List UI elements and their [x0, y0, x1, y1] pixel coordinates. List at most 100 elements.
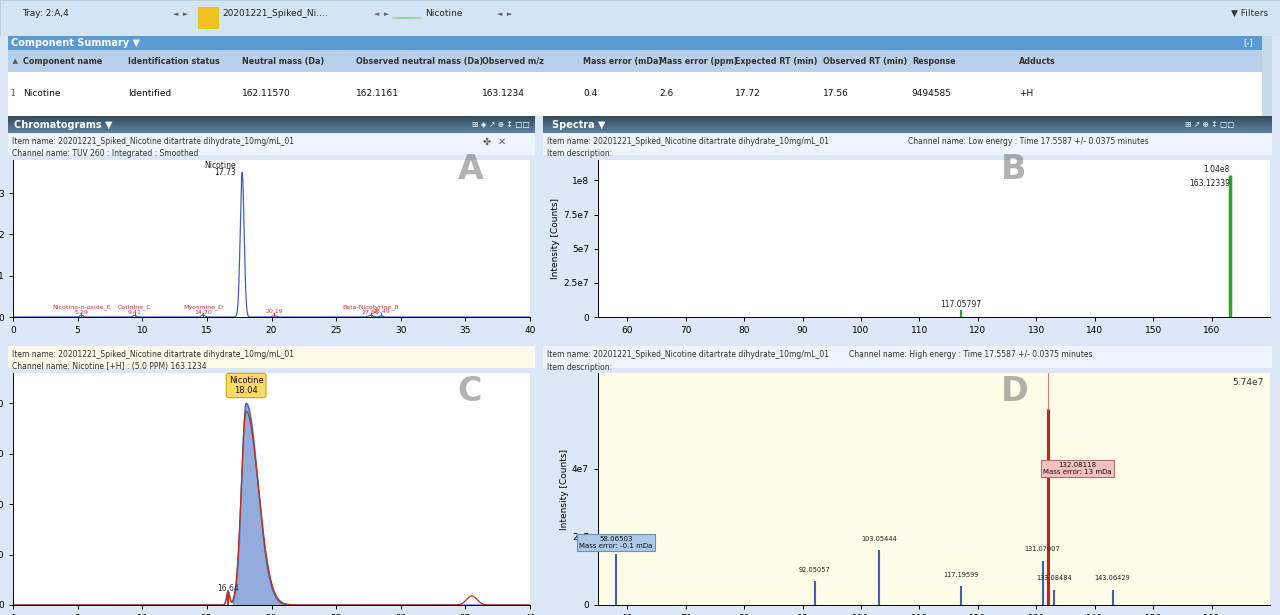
Text: Component Summary ▼: Component Summary ▼ [10, 38, 140, 48]
Text: Nicotine
18.04: Nicotine 18.04 [229, 376, 264, 395]
Bar [8, 131, 535, 133]
Text: Beta-Nicotyrine_B: Beta-Nicotyrine_B [342, 304, 399, 311]
Text: 131.07007: 131.07007 [1024, 546, 1060, 552]
Bar [8, 50, 1272, 51]
Text: Item name: 20201221_Spiked_Nicotine ditartrate dihydrate_10mg/mL_01: Item name: 20201221_Spiked_Nicotine dita… [548, 137, 829, 146]
Bar [543, 123, 1272, 124]
Bar [8, 52, 1272, 53]
Text: ◄  ►: ◄ ► [173, 10, 188, 17]
Bar [8, 49, 1272, 50]
Text: Nicotine-n-oxide_E: Nicotine-n-oxide_E [52, 304, 110, 311]
Text: 9.41: 9.41 [128, 311, 142, 315]
Text: Item description:: Item description: [548, 149, 613, 159]
Text: 20.19: 20.19 [265, 309, 283, 314]
Text: Tray: 2:A,4: Tray: 2:A,4 [22, 9, 69, 18]
Text: 117.19599: 117.19599 [943, 572, 979, 577]
Text: Expected RT (min): Expected RT (min) [735, 57, 818, 66]
Text: ◄  ►: ◄ ► [374, 10, 389, 17]
Bar [8, 43, 1272, 44]
Text: 132.08118
Mass error: 13 mDa: 132.08118 Mass error: 13 mDa [1043, 462, 1111, 475]
Bar [543, 128, 1272, 130]
Bar [543, 124, 1272, 126]
Text: B: B [1001, 153, 1027, 186]
Text: Neutral mass (Da): Neutral mass (Da) [242, 57, 324, 66]
Text: +H: +H [1019, 89, 1033, 98]
Text: 0.4: 0.4 [584, 89, 598, 98]
Bar [8, 48, 1272, 49]
Text: 5.29: 5.29 [74, 311, 88, 315]
Bar [8, 40, 1272, 41]
Bar [8, 47, 1272, 48]
Text: 9494585: 9494585 [911, 89, 952, 98]
Text: Mass error (mDa): Mass error (mDa) [584, 57, 662, 66]
Bar [8, 50, 1272, 52]
Text: Channel name: High energy : Time 17.5587 +/- 0.0375 minutes: Channel name: High energy : Time 17.5587… [849, 350, 1093, 359]
Text: Item name: 20201221_Spiked_Nicotine ditartrate dihydrate_10mg/mL_01: Item name: 20201221_Spiked_Nicotine dita… [13, 350, 294, 359]
Text: 17.73: 17.73 [214, 169, 236, 177]
Text: Spectra ▼: Spectra ▼ [552, 119, 605, 130]
Bar [8, 44, 1272, 45]
Text: Chromatograms ▼: Chromatograms ▼ [14, 119, 113, 130]
Text: Mass error (ppm): Mass error (ppm) [659, 57, 737, 66]
Bar [543, 119, 1272, 121]
Text: C: C [458, 375, 483, 408]
Text: Observed m/z: Observed m/z [483, 57, 544, 66]
Bar [198, 7, 219, 29]
Text: 143.06429: 143.06429 [1094, 575, 1130, 581]
Bar [8, 117, 535, 119]
Text: Observed RT (min): Observed RT (min) [823, 57, 908, 66]
Text: Channel name: TUV 260 : Integrated : Smoothed: Channel name: TUV 260 : Integrated : Smo… [13, 149, 198, 159]
Text: 16.64: 16.64 [218, 584, 239, 593]
Text: Nicotine: Nicotine [204, 161, 236, 170]
Bar [8, 45, 1272, 46]
Bar [8, 41, 1272, 42]
Text: 58.06503
Mass error: -0.1 mDa: 58.06503 Mass error: -0.1 mDa [580, 536, 653, 549]
Bar [8, 121, 535, 123]
Bar [8, 130, 535, 131]
Text: ▼ Filters: ▼ Filters [1231, 9, 1268, 18]
Text: ▲: ▲ [8, 58, 18, 64]
Bar [8, 123, 535, 124]
Text: Cotinine_C: Cotinine_C [118, 304, 151, 311]
Bar [543, 117, 1272, 119]
Text: Item name: 20201221_Spiked_Nicotine ditartrate dihydrate_10mg/mL_01: Item name: 20201221_Spiked_Nicotine dita… [548, 350, 829, 359]
Text: Identification status: Identification status [128, 57, 220, 66]
Text: 103.05444: 103.05444 [861, 536, 897, 542]
Bar [543, 126, 1272, 128]
Text: ✕: ✕ [498, 137, 506, 147]
Text: 28.49: 28.49 [372, 309, 390, 314]
Bar [8, 46, 1272, 47]
Text: 117.05797: 117.05797 [940, 301, 982, 309]
Y-axis label: Intensity [Counts]: Intensity [Counts] [561, 448, 570, 530]
Bar [8, 42, 1272, 43]
Text: 20201221_Spiked_Ni....: 20201221_Spiked_Ni.... [223, 9, 329, 18]
Text: Observed neutral mass (Da): Observed neutral mass (Da) [356, 57, 483, 66]
Text: 133.08484: 133.08484 [1037, 575, 1073, 581]
Text: ◄  ►: ◄ ► [497, 10, 512, 17]
Bar [8, 116, 535, 117]
Text: 162.11570: 162.11570 [242, 89, 291, 98]
Text: Identified: Identified [128, 89, 172, 98]
Bar [1262, 36, 1272, 116]
Text: Nicotine: Nicotine [23, 89, 60, 98]
Text: 162.1161: 162.1161 [356, 89, 398, 98]
Text: D: D [1001, 375, 1029, 408]
Text: 17.72: 17.72 [735, 89, 760, 98]
Bar [8, 46, 1272, 47]
Text: Adducts: Adducts [1019, 57, 1056, 66]
Bar [8, 119, 535, 121]
Text: 2.6: 2.6 [659, 89, 673, 98]
Bar [8, 128, 535, 130]
Text: Myosmine_D: Myosmine_D [183, 304, 223, 311]
Bar [8, 126, 535, 128]
Bar [8, 124, 535, 126]
Text: [-]: [-] [1243, 38, 1253, 47]
Text: ⊞ ◈ ↗ ⊕ ↕ □□: ⊞ ◈ ↗ ⊕ ↕ □□ [472, 120, 530, 129]
Bar [8, 39, 1272, 40]
Text: 17.56: 17.56 [823, 89, 849, 98]
Text: 92.05057: 92.05057 [799, 566, 831, 573]
Bar [8, 50, 1272, 72]
Bar [543, 116, 1272, 117]
Bar [8, 53, 1272, 54]
Text: Channel name: Nicotine [+H] : (5.0 PPM) 163.1234: Channel name: Nicotine [+H] : (5.0 PPM) … [13, 362, 207, 371]
